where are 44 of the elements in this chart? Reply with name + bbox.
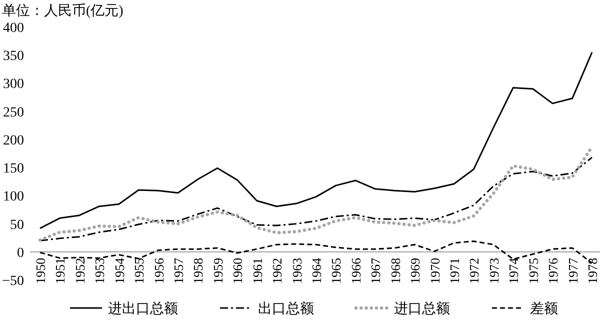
x-tick-label: 1971 (447, 258, 462, 284)
x-tick-label: 1972 (466, 258, 482, 284)
y-tick-label: −50 (2, 274, 24, 289)
x-tick-label: 1969 (408, 258, 423, 284)
x-tick-label: 1964 (309, 257, 324, 284)
x-tick-label: 1961 (250, 258, 265, 284)
x-tick-label: 1958 (190, 258, 206, 284)
x-tick-label: 1963 (289, 258, 304, 284)
y-tick-label: 50 (10, 218, 24, 233)
legend-label: 进口总额 (394, 301, 450, 317)
legend-label: 出口总额 (258, 301, 314, 317)
x-tick-label: 1966 (348, 257, 364, 284)
x-tick-label: 1968 (388, 258, 403, 284)
x-tick-label: 1974 (506, 257, 522, 284)
x-tick-label: 1962 (270, 258, 285, 284)
x-tick-label: 1957 (171, 257, 186, 284)
x-tick-label: 1950 (33, 258, 48, 284)
legend-label: 差额 (530, 301, 558, 317)
x-tick-label: 1960 (230, 258, 246, 284)
y-axis-title: 单位：人民币(亿元) (2, 3, 124, 19)
x-tick-label: 1970 (427, 258, 442, 284)
x-tick-label: 1967 (368, 257, 384, 284)
y-tick-label: 350 (3, 49, 24, 64)
x-tick-label: 1975 (526, 258, 541, 284)
x-tick-label: 1951 (52, 258, 68, 284)
x-tick-label: 1973 (486, 258, 502, 284)
y-tick-label: 100 (3, 190, 24, 205)
x-tick-label: 1955 (132, 258, 147, 284)
x-tick-label: 1956 (151, 257, 166, 284)
x-tick-label: 1952 (72, 258, 88, 284)
y-tick-label: 250 (3, 105, 24, 120)
x-tick-label: 1954 (112, 257, 127, 284)
x-tick-label: 1976 (546, 257, 561, 284)
y-tick-label: 400 (3, 21, 24, 36)
x-tick-label: 1965 (328, 258, 344, 284)
x-tick-label: 1959 (210, 258, 226, 284)
x-tick-label: 1977 (565, 257, 580, 284)
y-tick-label: 300 (3, 77, 24, 92)
x-tick-label: 1953 (92, 258, 108, 284)
y-tick-label: 150 (3, 162, 24, 177)
x-tick-label: 1978 (585, 258, 600, 284)
legend-label: 进出口总额 (108, 301, 178, 317)
y-tick-label: 200 (3, 133, 24, 148)
y-tick-label: 0 (17, 246, 24, 261)
